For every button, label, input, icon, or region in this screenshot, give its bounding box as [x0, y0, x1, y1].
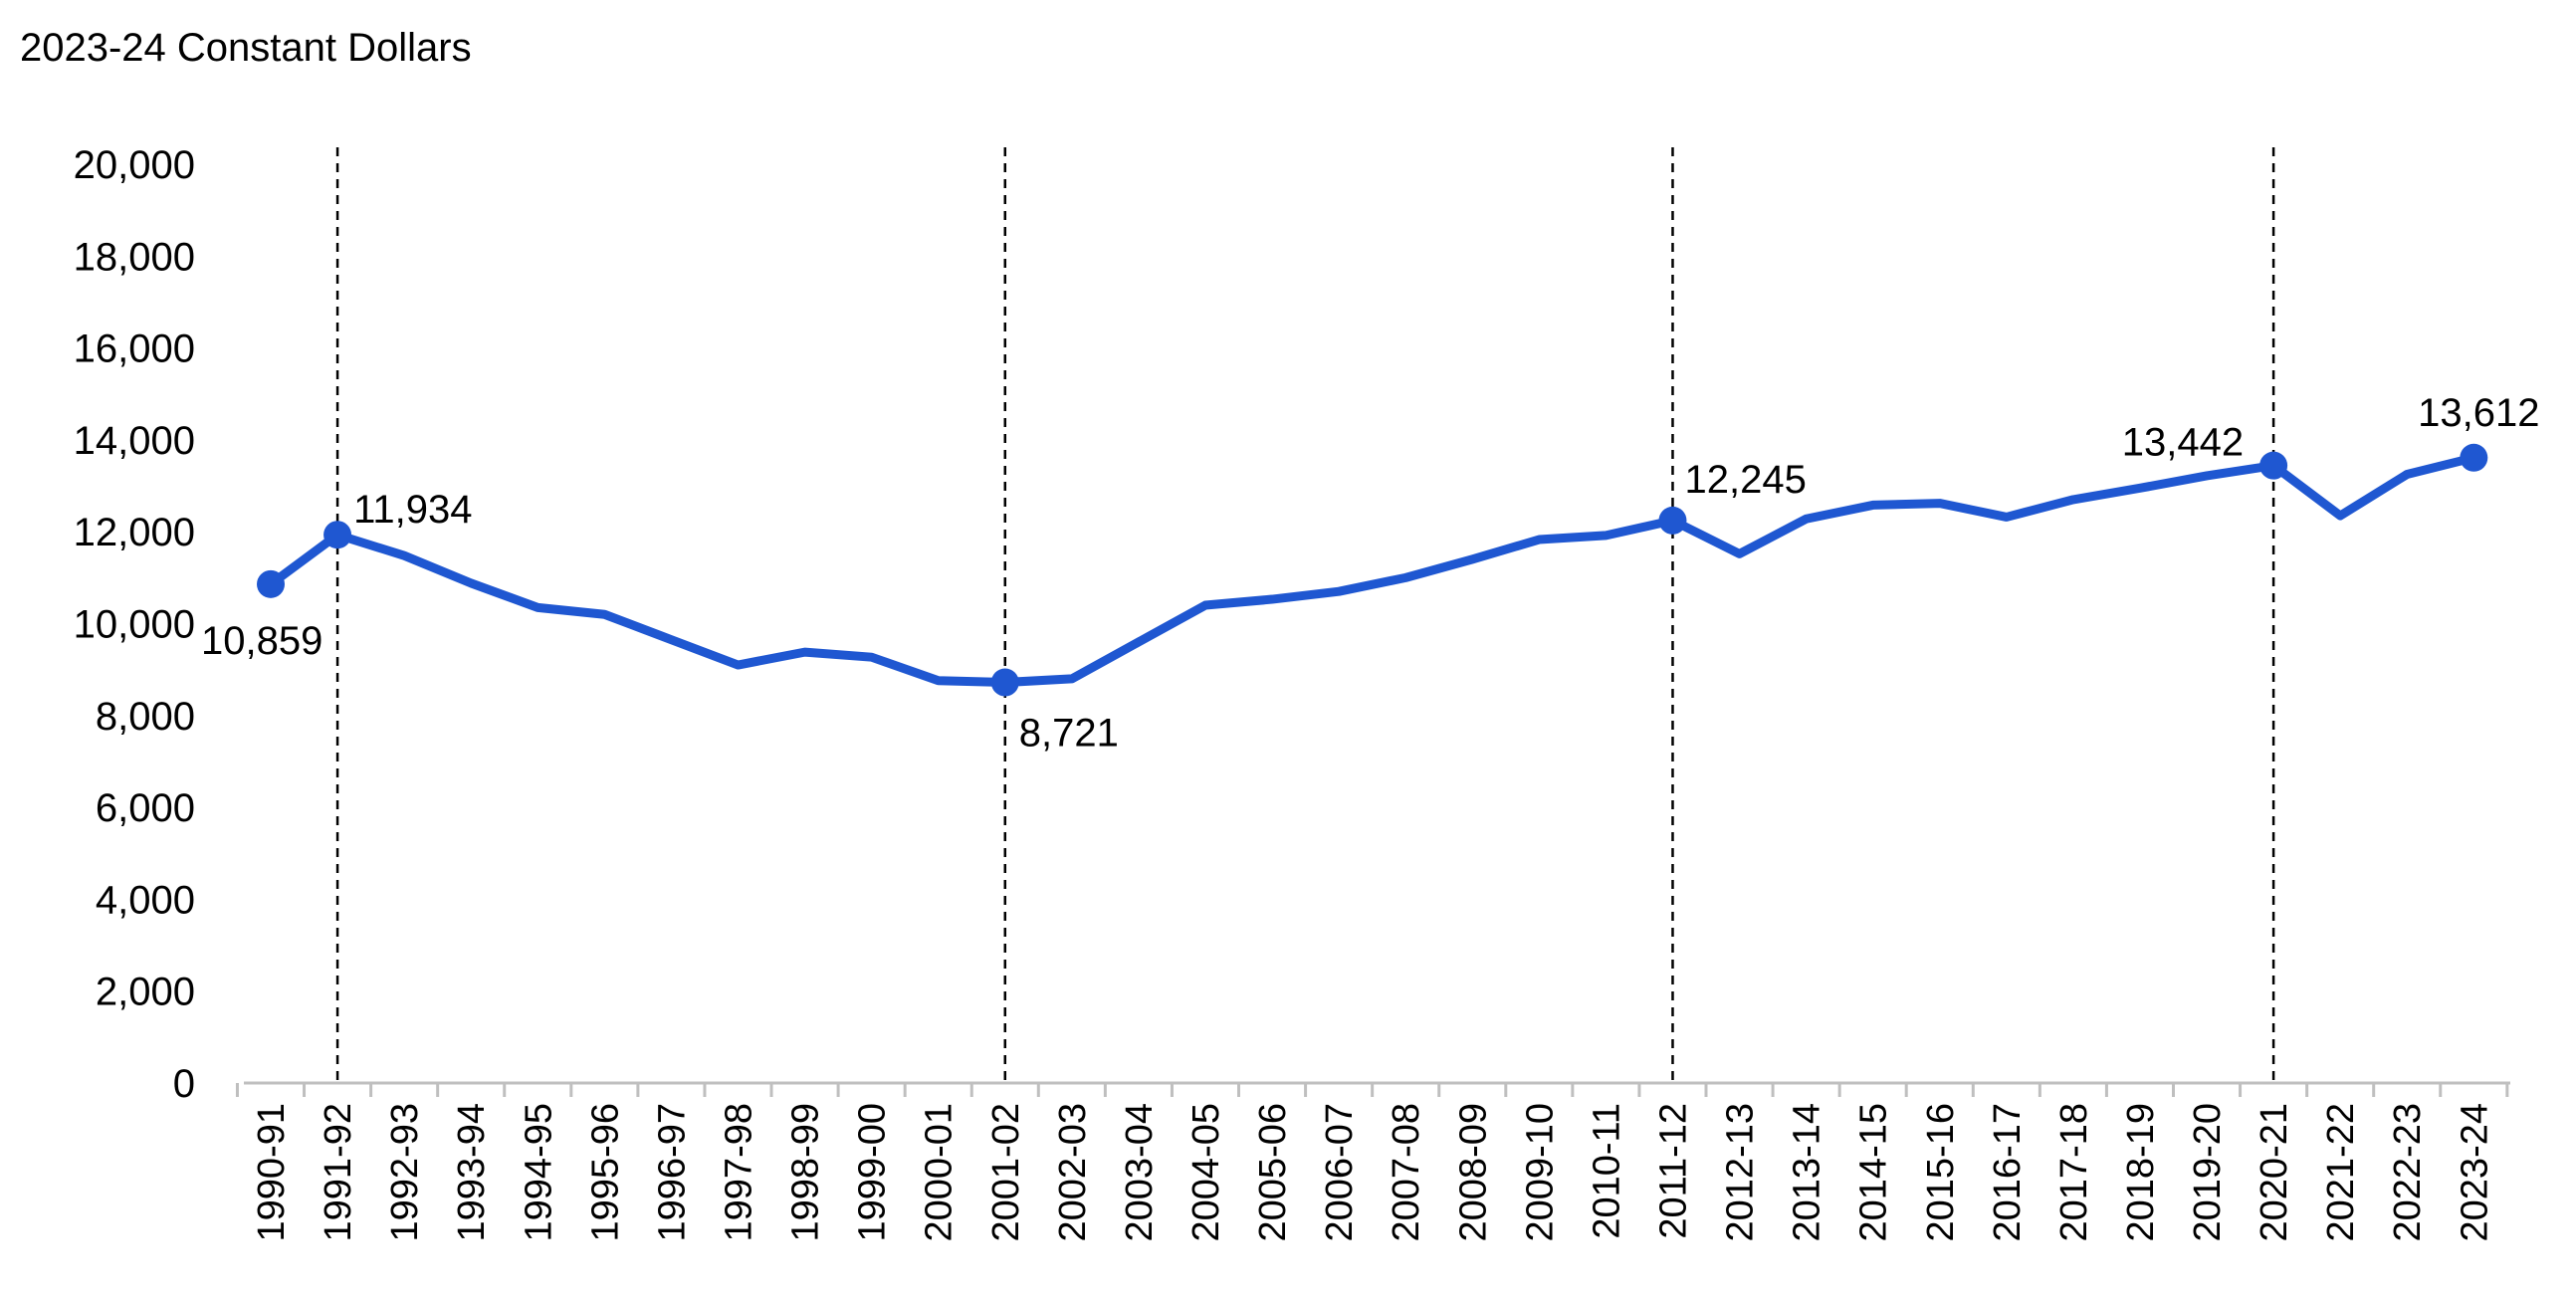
y-axis-ticks: 0 2,000 4,000 6,000 8,000 10,000 12,000 14,000 1… — [74, 143, 195, 1106]
x-tick-label: 2003-04 — [1119, 1103, 1161, 1241]
y-tick-label: 20,000 — [74, 143, 195, 187]
x-tick-label: 2020-21 — [2254, 1103, 2295, 1241]
highlight-point — [2259, 451, 2288, 480]
x-tick-label: 2015-16 — [1920, 1103, 1962, 1241]
y-tick-label: 12,000 — [74, 511, 195, 554]
data-label: 8,721 — [1019, 712, 1119, 756]
data-label: 11,934 — [353, 488, 472, 532]
x-tick-label: 2018-19 — [2120, 1103, 2162, 1241]
x-tick-label: 2011-12 — [1652, 1103, 1694, 1239]
unit-label: 2023-24 Constant Dollars — [20, 26, 472, 70]
y-tick-label: 8,000 — [96, 695, 195, 739]
x-tick-label: 2005-06 — [1252, 1103, 1294, 1241]
x-tick-label: 2006-07 — [1319, 1103, 1361, 1241]
x-tick-label: 2008-09 — [1452, 1103, 1494, 1241]
x-tick-label: 2013-14 — [1787, 1103, 1828, 1241]
series-line — [266, 453, 2478, 688]
x-tick-label: 1994-95 — [518, 1103, 559, 1241]
x-tick-label: 1991-92 — [318, 1103, 359, 1241]
data-label: 10,859 — [201, 619, 322, 663]
y-tick-label: 2,000 — [96, 971, 195, 1014]
highlight-point — [990, 668, 1019, 697]
y-tick-label: 0 — [173, 1062, 195, 1106]
x-tick-label: 1990-91 — [251, 1103, 293, 1241]
x-tick-label: 2002-03 — [1052, 1103, 1094, 1241]
x-tick-label: 2012-13 — [1720, 1103, 1762, 1241]
y-tick-label: 16,000 — [74, 327, 195, 371]
x-tick-label: 2019-20 — [2187, 1103, 2229, 1241]
data-labels: 10,859 11,934 8,721 12,245 13,442 13,612 — [201, 391, 2539, 756]
highlight-markers — [257, 443, 2488, 697]
data-label: 12,245 — [1684, 458, 1806, 502]
x-tick-label: 2010-11 — [1586, 1103, 1627, 1239]
reference-lines — [335, 147, 2275, 1083]
x-tick-label: 2014-15 — [1853, 1103, 1895, 1241]
x-tick-label: 1997-98 — [718, 1103, 759, 1241]
x-tick-label: 2017-18 — [2053, 1103, 2095, 1241]
x-tick-label: 2000-01 — [919, 1103, 961, 1241]
x-tick-label: 1996-97 — [651, 1103, 693, 1241]
x-tick-label: 1999-00 — [852, 1103, 894, 1241]
y-tick-label: 14,000 — [74, 419, 195, 463]
y-tick-label: 4,000 — [96, 878, 195, 922]
data-label: 13,442 — [2122, 421, 2244, 465]
highlight-point — [323, 521, 352, 549]
data-label: 13,612 — [2418, 391, 2539, 435]
x-tick-label: 2016-17 — [1987, 1103, 2029, 1241]
highlight-point — [1658, 506, 1687, 535]
x-tick-label: 2001-02 — [985, 1103, 1027, 1241]
x-tick-label: 2021-22 — [2320, 1103, 2362, 1241]
x-tick-label: 1995-96 — [584, 1103, 626, 1241]
x-tick-label: 2009-10 — [1519, 1103, 1561, 1241]
x-tick-label: 2023-24 — [2454, 1103, 2495, 1241]
x-tick-label: 2007-08 — [1386, 1103, 1427, 1241]
highlight-point — [257, 569, 285, 598]
series-group — [266, 453, 2478, 688]
y-tick-label: 10,000 — [74, 603, 195, 647]
x-tick-label: 2022-23 — [2387, 1103, 2429, 1241]
y-tick-label: 18,000 — [74, 235, 195, 279]
highlight-point — [2460, 443, 2488, 472]
x-tick-label: 2004-05 — [1185, 1103, 1227, 1241]
x-tick-label: 1993-94 — [451, 1103, 493, 1241]
x-tick-label: 1998-99 — [785, 1103, 827, 1241]
x-tick-label: 1992-93 — [384, 1103, 426, 1241]
y-tick-label: 6,000 — [96, 786, 195, 830]
x-axis-ticks: 1990-91 1991-92 1992-93 1993-94 1994-95 1995-… — [235, 1083, 2509, 1241]
